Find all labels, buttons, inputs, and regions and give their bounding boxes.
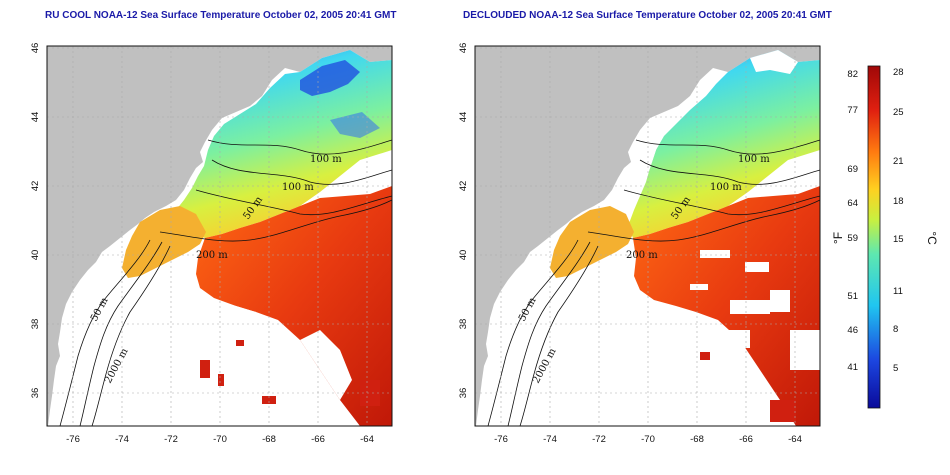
lon-tick: -66 — [311, 434, 325, 445]
lon-tick: -68 — [690, 434, 704, 445]
colorbar-c-tick: 28 — [893, 67, 904, 78]
shelf-water-region — [122, 206, 206, 278]
warm-water-region — [633, 186, 820, 426]
bathymetry-contours — [59, 139, 393, 427]
land-mass — [475, 46, 820, 426]
lat-tick: 38 — [30, 319, 41, 330]
colorbar-f-tick: 46 — [847, 325, 858, 336]
contour-label-200m: 200 m — [626, 250, 658, 261]
contour-label-100m-a: 100 m — [310, 154, 342, 165]
lat-tick: 44 — [30, 112, 41, 123]
colorbar-c-tick: 25 — [893, 107, 904, 118]
lat-tick: 36 — [30, 388, 41, 399]
contour-label-200m: 200 m — [196, 250, 228, 261]
colorbar-c-tick: 18 — [893, 196, 904, 207]
colorbar-c-tick: 21 — [893, 156, 904, 167]
colorbar: 82 77 69 64 59 51 46 41 28 25 21 18 15 1… — [831, 65, 939, 409]
lon-tick: -72 — [592, 434, 606, 445]
colorbar-c-tick: 8 — [893, 324, 898, 335]
colorbar-f-tick: 77 — [847, 105, 858, 116]
land-mass — [47, 46, 392, 426]
lat-tick: 38 — [458, 319, 469, 330]
lat-tick: 42 — [458, 181, 469, 192]
lon-tick: -70 — [641, 434, 655, 445]
lon-tick: -72 — [164, 434, 178, 445]
cold-water-region — [176, 50, 392, 238]
colorbar-c-tick: 15 — [893, 234, 904, 245]
map-title-left: RU COOL NOAA-12 Sea Surface Temperature … — [45, 10, 397, 21]
lat-tick: 40 — [458, 250, 469, 261]
colorbar-f-tick: 69 — [847, 164, 858, 175]
contour-label-100m-b: 100 m — [282, 182, 314, 193]
colorbar-f-tick: 51 — [847, 291, 858, 302]
lon-tick: -64 — [788, 434, 802, 445]
lon-tick: -68 — [262, 434, 276, 445]
colorbar-c-tick: 5 — [893, 363, 898, 374]
contour-label-100m-b: 100 m — [710, 182, 742, 193]
lon-tick: -74 — [543, 434, 557, 445]
map-panel-right: 100 m 100 m 50 m 200 m 50 m 2000 m -76 -… — [458, 43, 821, 445]
map-panel-left: 100 m 100 m 50 m 200 m 50 m 2000 m -76 -… — [30, 43, 393, 445]
lat-tick: 36 — [458, 388, 469, 399]
cold-water-region — [628, 50, 820, 238]
lon-tick: -76 — [494, 434, 508, 445]
lat-tick: 46 — [30, 43, 41, 54]
lat-tick: 46 — [458, 43, 469, 54]
colorbar-unit-fahrenheit: °F — [831, 232, 845, 244]
colorbar-c-tick: 11 — [893, 286, 903, 297]
lat-tick: 44 — [458, 112, 469, 123]
lon-tick: -74 — [115, 434, 129, 445]
contour-label-100m-a: 100 m — [738, 154, 770, 165]
colorbar-unit-celsius: °C — [925, 231, 939, 245]
colorbar-f-tick: 41 — [847, 362, 858, 373]
map-title-right: DECLOUDED NOAA-12 Sea Surface Temperatur… — [463, 10, 832, 21]
lat-tick: 42 — [30, 181, 41, 192]
colorbar-f-tick: 59 — [847, 233, 858, 244]
colorbar-f-tick: 82 — [847, 69, 858, 80]
lon-tick: -64 — [360, 434, 374, 445]
lon-tick: -66 — [739, 434, 753, 445]
colorbar-f-tick: 64 — [847, 198, 858, 209]
shelf-water-region — [550, 206, 634, 278]
lon-tick: -76 — [66, 434, 80, 445]
lat-tick: 40 — [30, 250, 41, 261]
lon-tick: -70 — [213, 434, 227, 445]
